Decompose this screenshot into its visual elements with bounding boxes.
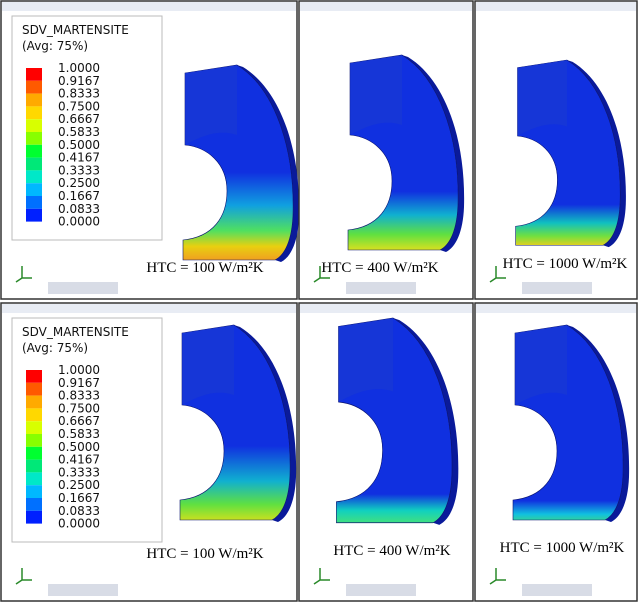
info-text-block xyxy=(346,584,416,596)
legend-swatch xyxy=(26,68,42,81)
legend: SDV_MARTENSITE(Avg: 75%)1.00000.91670.83… xyxy=(12,318,162,542)
info-text-block xyxy=(522,282,592,294)
htc-label: HTC = 400 W/m²K xyxy=(321,260,438,276)
info-text-block xyxy=(48,584,118,596)
panel-titlebar xyxy=(2,304,296,313)
viewport-panel: HTC = 400 W/m²K xyxy=(299,303,473,601)
panel-titlebar xyxy=(300,304,472,313)
legend-swatch xyxy=(26,485,42,498)
legend-swatch xyxy=(26,511,42,524)
figure: HTC = 100 W/m²K HTC = 400 W/m²K HTC = 1000… xyxy=(0,0,638,604)
legend-swatch xyxy=(26,81,42,94)
legend-swatch xyxy=(26,434,42,447)
part-top xyxy=(182,325,234,405)
legend-swatch xyxy=(26,447,42,460)
panel-titlebar xyxy=(2,2,296,11)
panel-titlebar xyxy=(300,2,472,11)
viewport-panel: HTC = 400 W/m²K xyxy=(299,1,473,299)
legend-swatch xyxy=(26,158,42,171)
part-top xyxy=(339,318,394,402)
viewport-panel: HTC = 1000 W/m²K xyxy=(475,1,637,299)
legend-swatch xyxy=(26,119,42,132)
legend-swatch xyxy=(26,460,42,473)
htc-label: HTC = 100 W/m²K xyxy=(146,260,263,276)
legend-subtitle: (Avg: 75%) xyxy=(22,39,88,53)
legend-title: SDV_MARTENSITE xyxy=(22,325,129,339)
legend-title: SDV_MARTENSITE xyxy=(22,23,129,37)
htc-label: HTC = 1000 W/m²K xyxy=(500,540,625,556)
info-text-block xyxy=(48,282,118,294)
info-text-block xyxy=(522,584,592,596)
part-top xyxy=(518,60,567,136)
part-top xyxy=(185,65,237,145)
viewport-panel: HTC = 1000 W/m²K xyxy=(475,303,637,601)
legend-swatch xyxy=(26,196,42,209)
legend-swatch xyxy=(26,94,42,107)
panel-titlebar xyxy=(476,2,636,11)
legend-level: 0.0000 xyxy=(58,517,100,531)
legend: SDV_MARTENSITE(Avg: 75%)1.00000.91670.83… xyxy=(12,16,162,240)
legend-swatch xyxy=(26,498,42,511)
legend-swatch xyxy=(26,421,42,434)
legend-level: 0.0000 xyxy=(58,215,100,229)
legend-swatch xyxy=(26,472,42,485)
htc-label: HTC = 100 W/m²K xyxy=(146,546,263,562)
legend-swatch xyxy=(26,132,42,145)
legend-swatch xyxy=(26,209,42,222)
legend-swatch xyxy=(26,183,42,196)
legend-swatch xyxy=(26,106,42,119)
part-top xyxy=(350,55,402,135)
legend-swatch xyxy=(26,383,42,396)
legend-swatch xyxy=(26,396,42,409)
legend-swatch xyxy=(26,170,42,183)
legend-swatch xyxy=(26,145,42,158)
htc-label: HTC = 1000 W/m²K xyxy=(503,256,628,272)
htc-label: HTC = 400 W/m²K xyxy=(333,543,450,559)
legend-swatch xyxy=(26,408,42,421)
part-top xyxy=(515,325,567,405)
panel-titlebar xyxy=(476,304,636,313)
legend-subtitle: (Avg: 75%) xyxy=(22,341,88,355)
legend-swatch xyxy=(26,370,42,383)
info-text-block xyxy=(346,282,416,294)
